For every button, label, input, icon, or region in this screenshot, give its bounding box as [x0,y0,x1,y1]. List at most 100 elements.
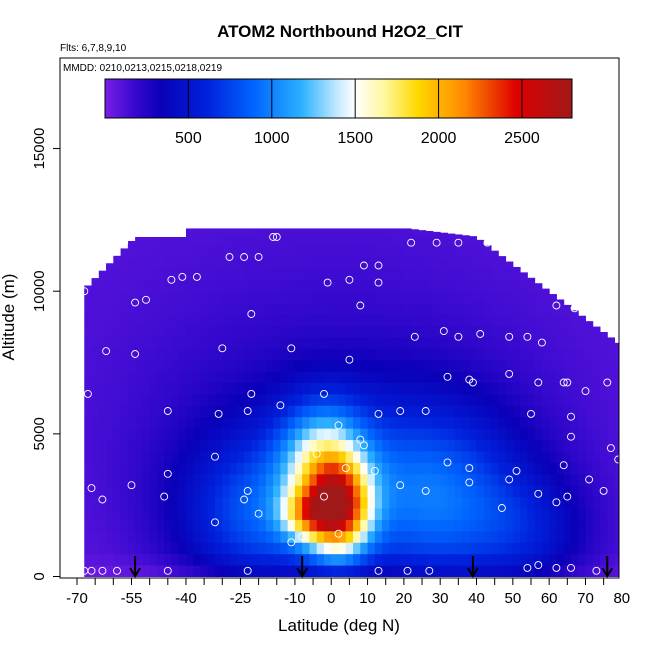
heatmap-cell [215,553,223,566]
heatmap-cell [244,428,252,441]
heatmap-cell [265,279,274,292]
heatmap-cell [476,462,485,475]
heatmap-cell [520,450,528,463]
heatmap-cell [229,325,238,338]
sample-point [334,421,343,430]
heatmap-cell [98,450,107,463]
heatmap-cell [498,485,507,498]
heatmap-cell [316,485,325,498]
heatmap-cell [614,342,619,349]
heatmap-cell [418,325,427,338]
heatmap-cell [411,416,419,429]
heatmap-cell [585,371,594,383]
heatmap-cell [200,325,209,338]
sample-point [80,287,89,296]
heatmap-cell [156,416,165,429]
heatmap-cell [614,496,619,509]
heatmap-cell [106,416,114,429]
heatmap-cell [164,416,172,429]
heatmap-cell [432,279,441,292]
heatmap-cell [498,553,507,566]
heatmap-cell [193,234,201,247]
heatmap-cell [258,462,267,475]
heatmap-cell [222,508,231,520]
heatmap-cell [520,485,528,498]
heatmap-cell [614,519,619,532]
heatmap-cell [200,416,209,429]
heatmap-cell [549,348,557,361]
heatmap-cell [171,496,180,509]
heatmap-cell [491,485,499,498]
heatmap-cell [244,405,252,418]
heatmap-cell [367,496,376,509]
heatmap-cell [164,314,172,326]
heatmap-cell [164,553,172,566]
heatmap-cell [607,530,616,543]
heatmap-cell [229,439,238,452]
heatmap-cell [360,473,369,486]
heatmap-cell [149,485,158,498]
heatmap-cell [84,302,93,315]
heatmap-cell [374,496,383,509]
heatmap-cell [294,234,303,247]
heatmap-cell [222,450,231,463]
heatmap-cell [600,382,608,395]
heatmap-cell [316,371,325,383]
heatmap-cell [367,485,376,498]
heatmap-cell [440,439,448,452]
heatmap-cell [323,371,332,383]
heatmap-cell [614,393,619,406]
heatmap-cell [411,485,419,498]
heatmap-cell [229,462,238,475]
heatmap-cell [287,336,296,349]
heatmap-cell [331,496,339,509]
heatmap-cell [222,553,231,566]
heatmap-cell [178,359,187,372]
heatmap-cell [127,473,136,486]
heatmap-cell [607,359,616,372]
heatmap-cell [592,485,601,498]
heatmap-cell [113,371,122,383]
heatmap-cell [520,473,528,486]
heatmap-cell [498,405,507,418]
heatmap-cell [244,553,252,566]
heatmap-cell [149,371,158,383]
heatmap-cell [483,245,492,258]
heatmap-cell [338,268,347,281]
heatmap-cell [185,439,194,452]
heatmap-cell [244,382,252,395]
heatmap-cell [309,234,318,247]
heatmap-cell [418,393,427,406]
sample-point [225,253,234,261]
heatmap-cell [171,450,180,463]
heatmap-cell [432,302,441,315]
colorbar-tick-label: 1000 [254,130,290,147]
heatmap-cell [135,450,143,463]
heatmap-cell [287,279,296,292]
heatmap-cell [563,508,572,520]
heatmap-cell [273,405,281,418]
heatmap-cell [403,485,412,498]
sample-point [596,312,604,321]
heatmap-cell [98,542,107,555]
heatmap-cell [135,405,143,418]
heatmap-cell [374,519,383,532]
heatmap-cell [578,348,586,361]
heatmap-cell [294,428,303,441]
x-tick-label: 50 [504,590,521,607]
heatmap-cell [374,382,383,395]
heatmap-cell [309,245,318,258]
heatmap-cell [135,236,143,247]
heatmap-cell [171,336,180,349]
heatmap-cell [280,530,289,543]
heatmap-cell [185,496,194,509]
heatmap-cell [563,371,572,383]
heatmap-cell [345,302,354,315]
heatmap-cell [265,530,274,543]
heatmap-cell [91,348,100,361]
heatmap-cell [491,279,499,292]
heatmap-cell [280,565,289,577]
heatmap-cell [193,530,201,543]
heatmap-cell [432,268,441,281]
